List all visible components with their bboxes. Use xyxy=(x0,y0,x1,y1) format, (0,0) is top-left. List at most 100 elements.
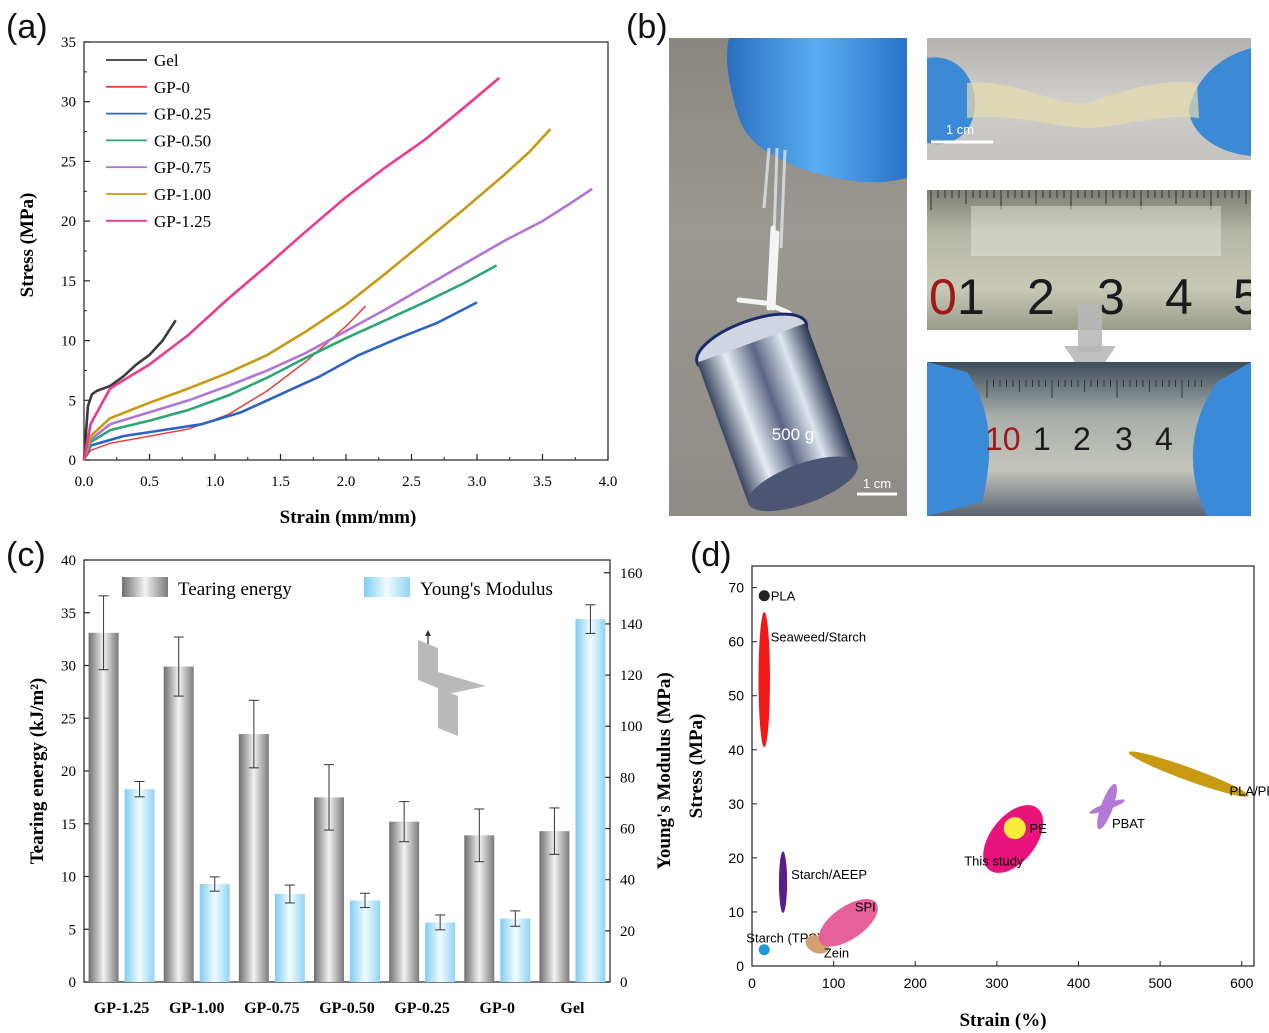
y-tick-label-c: 20 xyxy=(61,764,76,780)
x-tick-label-a: 1.5 xyxy=(271,474,290,490)
scale-label-left: 1 cm xyxy=(863,476,891,491)
ruler-top-num-2: 2 xyxy=(1027,269,1055,325)
weight-photo: 500 g 1 cm xyxy=(669,38,907,516)
series-line-gp-0-25 xyxy=(82,301,478,461)
label-starch-aeep: Starch/AEEP xyxy=(791,867,867,882)
x-tick-label-a: 3.0 xyxy=(468,474,487,490)
legend-label-gp-0-75: GP-0.75 xyxy=(154,158,211,177)
y-tick-label-d: 10 xyxy=(728,904,744,920)
tear-specimen-icon xyxy=(418,630,486,736)
weight-body xyxy=(697,322,858,504)
label-seaweed-starch: Seaweed/Starch xyxy=(771,629,866,644)
region-pbat xyxy=(1089,799,1125,814)
label-starch-tps: Starch (TPS) xyxy=(746,930,821,945)
y-tick-label-d: 0 xyxy=(736,958,744,974)
bar-tearing-gp-1-00 xyxy=(163,666,194,982)
bar-tearing-gp-1-25 xyxy=(88,632,119,982)
x-tick-label-a: 3.5 xyxy=(533,474,552,490)
ruler-photo-after: 10 1 2 3 4 xyxy=(927,362,1251,516)
y-tick-label-c: 5 xyxy=(69,922,77,938)
gel-film xyxy=(967,82,1199,128)
x-tick-label-a: 2.0 xyxy=(337,474,356,490)
y-tick-label-a: 15 xyxy=(61,274,76,290)
series-line-gp-0 xyxy=(83,305,367,461)
bar-tearing-gp-0-50 xyxy=(314,797,344,982)
category-label-gp-1-25: GP-1.25 xyxy=(94,1000,150,1017)
plot-area-a xyxy=(83,41,609,461)
x-tick-label-d: 600 xyxy=(1230,975,1254,991)
left-glove-2 xyxy=(927,362,990,516)
y-tick-label-a: 30 xyxy=(61,95,76,111)
legend-label-gp-0: GP-0 xyxy=(154,78,190,97)
region-starch-aeep xyxy=(778,851,788,914)
legend-label-modulus: Young's Modulus xyxy=(420,579,553,600)
plot-area-c xyxy=(83,559,611,983)
category-label-gp-0-25: GP-0.25 xyxy=(394,1000,450,1017)
y2-tick-label-c: 140 xyxy=(620,617,643,633)
x-tick-label-d: 300 xyxy=(985,975,1009,991)
y2-tick-label-c: 120 xyxy=(620,668,643,684)
y-tick-label-d: 70 xyxy=(728,580,744,596)
series-line-gp-1-00 xyxy=(82,128,552,461)
bar-tearing-gel xyxy=(539,831,570,982)
legend-swatch-tearing xyxy=(122,577,168,597)
y-tick-label-c: 25 xyxy=(61,711,76,727)
bar-modulus-gp-0-25 xyxy=(425,922,456,982)
series-line-gp-0-50 xyxy=(82,264,498,461)
y-axis-label-a: Stress (MPa) xyxy=(17,193,38,298)
y-tick-label-d: 60 xyxy=(728,634,744,650)
string xyxy=(736,225,792,316)
x-tick-label-d: 500 xyxy=(1148,975,1172,991)
gel-strands xyxy=(762,147,787,249)
y2-tick-label-c: 60 xyxy=(620,822,635,838)
ruler-top-num-4: 4 xyxy=(1165,269,1193,325)
series-line-gel xyxy=(82,319,177,461)
legend-label-gp-0-25: GP-0.25 xyxy=(154,105,211,124)
legend-swatch-modulus xyxy=(364,577,410,597)
category-label-gel: Gel xyxy=(560,1000,585,1017)
y-tick-label-c: 15 xyxy=(61,817,76,833)
x-tick-label-d: 0 xyxy=(748,975,756,991)
y-tick-label-d: 30 xyxy=(728,796,744,812)
y2-tick-label-c: 20 xyxy=(620,924,635,940)
ruler-bottom-num-2: 2 xyxy=(1073,421,1091,457)
x-tick-label-d: 100 xyxy=(822,975,846,991)
series-line-gp-0-75 xyxy=(82,187,593,461)
region-seaweed-starch xyxy=(758,611,770,748)
y-tick-label-a: 0 xyxy=(69,453,77,469)
legend-label-gp-1-25: GP-1.25 xyxy=(154,212,211,231)
y-tick-label-d: 40 xyxy=(728,742,744,758)
plot-area-d xyxy=(751,565,1255,967)
legend-label-gp-1-00: GP-1.00 xyxy=(154,185,211,204)
y2-tick-label-c: 100 xyxy=(620,719,643,735)
category-label-gp-0-50: GP-0.50 xyxy=(319,1000,375,1017)
panel-label-a: (a) xyxy=(6,8,48,46)
weight-label: 500 g xyxy=(772,425,815,444)
ruler-top-num-5: 5 xyxy=(1233,269,1251,325)
y-tick-label-d: 50 xyxy=(728,688,744,704)
bar-modulus-gp-0-75 xyxy=(274,894,305,982)
stretch-photo: 1 cm xyxy=(927,38,1251,160)
legend-label-tearing: Tearing energy xyxy=(178,579,292,600)
region-spi xyxy=(818,899,878,947)
bar-tearing-gp-0-75 xyxy=(238,734,269,982)
x-tick-label-a: 0.0 xyxy=(75,474,94,490)
left-glove xyxy=(927,57,976,145)
bar-modulus-gp-1-25 xyxy=(124,789,155,982)
ruler-bottom-num-1: 1 xyxy=(1033,421,1051,457)
y-tick-label-a: 10 xyxy=(61,334,76,350)
right-glove xyxy=(1189,48,1251,156)
right-glove-2 xyxy=(1192,362,1251,516)
y2-tick-label-c: 80 xyxy=(620,770,635,786)
label-zein: Zein xyxy=(824,945,849,960)
marker-starch-tps xyxy=(758,944,770,956)
y-axis-label-c: Tearing energy (kJ/m²) xyxy=(27,678,48,865)
category-label-gp-1-00: GP-1.00 xyxy=(169,1000,225,1017)
ruler-top-num-1: 1 xyxy=(957,269,985,325)
y-tick-label-c: 10 xyxy=(61,870,76,886)
panel-label-d: (d) xyxy=(690,536,732,574)
region-pbat-shape xyxy=(1097,783,1118,830)
label-pbat: PBAT xyxy=(1112,816,1145,831)
y-tick-label-c: 0 xyxy=(69,975,77,991)
label-pla-pbat: PLA/PBAT xyxy=(1230,783,1269,798)
